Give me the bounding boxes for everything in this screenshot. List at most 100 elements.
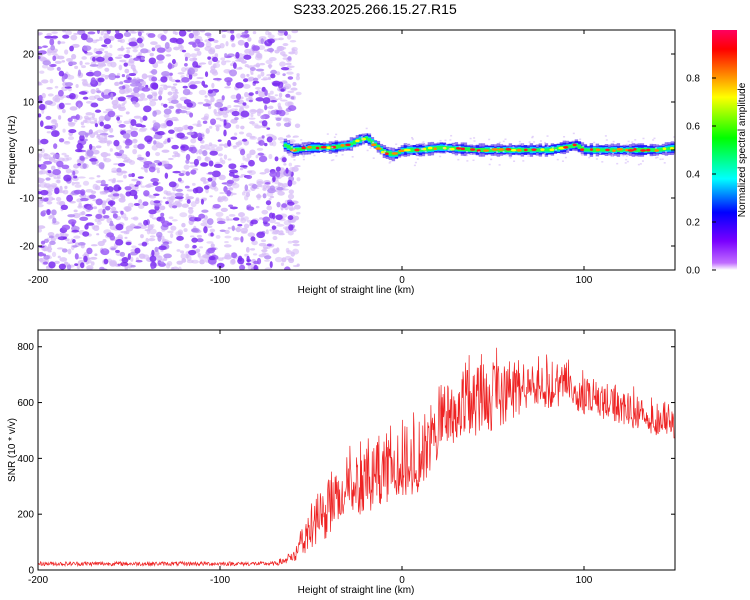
noise-cell bbox=[215, 211, 224, 217]
ridge-cell bbox=[487, 148, 492, 152]
ridge-cell bbox=[637, 147, 642, 153]
noise-cell bbox=[224, 241, 229, 244]
noise-cell bbox=[73, 175, 78, 179]
noise-cell bbox=[44, 125, 53, 130]
noise-cell bbox=[65, 156, 72, 161]
noise-cell bbox=[89, 64, 99, 67]
speckle bbox=[304, 144, 307, 146]
noise-cell bbox=[166, 120, 174, 127]
ridge-cell bbox=[379, 147, 384, 151]
noise-cell bbox=[163, 108, 172, 115]
noise-cell bbox=[288, 219, 295, 223]
noise-cell bbox=[184, 185, 190, 189]
noise-cell bbox=[220, 195, 227, 200]
noise-cell bbox=[185, 153, 191, 161]
noise-cell bbox=[58, 70, 65, 77]
noise-cell bbox=[79, 216, 89, 222]
noise-cell bbox=[100, 179, 106, 186]
ridge-peak bbox=[315, 146, 320, 150]
noise-cell bbox=[160, 249, 164, 252]
noise-cell bbox=[136, 79, 144, 82]
noise-cell bbox=[198, 89, 207, 96]
noise-cell bbox=[258, 155, 268, 163]
noise-cell bbox=[72, 212, 81, 219]
noise-cell bbox=[196, 50, 202, 56]
noise-cell bbox=[108, 73, 117, 81]
noise-cell bbox=[192, 244, 197, 249]
noise-cell bbox=[64, 82, 74, 87]
ridge-cell bbox=[397, 150, 402, 154]
noise-cell bbox=[38, 191, 42, 195]
speckle bbox=[366, 149, 369, 152]
noise-cell bbox=[286, 65, 295, 68]
noise-cell bbox=[103, 137, 108, 144]
noise-cell bbox=[275, 214, 283, 221]
speckle bbox=[287, 134, 290, 137]
ridge-cell bbox=[610, 148, 615, 152]
noise-cell bbox=[204, 71, 209, 78]
noise-cell bbox=[150, 265, 155, 270]
noise-cell bbox=[188, 41, 196, 45]
noise-cell bbox=[43, 238, 49, 244]
noise-cell bbox=[82, 45, 92, 51]
noise-cell bbox=[80, 33, 88, 41]
noise-cell bbox=[39, 181, 48, 188]
noise-cell bbox=[79, 134, 85, 142]
speckle bbox=[634, 139, 637, 141]
noise-cell bbox=[291, 180, 297, 185]
noise-cell bbox=[223, 186, 228, 193]
ridge-cell bbox=[622, 148, 627, 152]
ridge-cell bbox=[337, 144, 342, 149]
snr-x-label: Height of straight line (km) bbox=[298, 585, 415, 596]
noise-cell bbox=[280, 88, 285, 92]
noise-cell bbox=[165, 262, 171, 269]
noise-cell bbox=[88, 177, 95, 180]
ridge-peak bbox=[301, 146, 306, 150]
speckle bbox=[420, 148, 423, 150]
noise-cell bbox=[262, 97, 271, 104]
ridge-cell bbox=[649, 148, 654, 152]
noise-cell bbox=[281, 257, 287, 263]
noise-cell bbox=[281, 157, 287, 163]
noise-cell bbox=[46, 246, 53, 252]
speckle bbox=[495, 151, 498, 153]
noise-cell bbox=[43, 197, 49, 202]
noise-cell bbox=[109, 148, 113, 152]
noise-cell bbox=[204, 32, 212, 37]
speckle bbox=[292, 144, 295, 147]
speckle bbox=[522, 160, 525, 162]
ridge-peak bbox=[589, 148, 594, 151]
ridge-peak bbox=[669, 147, 674, 150]
noise-cell bbox=[103, 215, 110, 219]
noise-cell bbox=[170, 79, 177, 83]
noise-cell bbox=[111, 197, 116, 200]
noise-cell bbox=[291, 30, 299, 34]
speckle bbox=[502, 150, 505, 153]
noise-cell bbox=[120, 261, 129, 267]
noise-cell bbox=[264, 89, 268, 96]
noise-cell bbox=[215, 126, 220, 132]
noise-cell bbox=[199, 144, 205, 150]
spectrogram-x-tick-label: 0 bbox=[399, 275, 405, 286]
noise-cell bbox=[244, 194, 249, 201]
noise-cell bbox=[271, 225, 277, 230]
noise-cell bbox=[125, 191, 132, 197]
speckle bbox=[381, 153, 384, 155]
noise-cell bbox=[66, 194, 74, 202]
ridge-cell bbox=[436, 145, 441, 150]
speckle bbox=[563, 136, 566, 138]
noise-cell bbox=[94, 123, 99, 128]
speckle bbox=[330, 159, 333, 162]
ridge-cell bbox=[481, 147, 486, 153]
noise-cell bbox=[289, 40, 297, 43]
noise-cell bbox=[170, 233, 174, 239]
noise-cell bbox=[163, 253, 172, 259]
noise-cell bbox=[153, 140, 157, 145]
noise-cell bbox=[78, 130, 87, 136]
noise-cell bbox=[272, 235, 278, 241]
snr-chart: -200 -100 0 100 0 200 400 600 800 Height of stra… bbox=[7, 329, 676, 596]
noise-cell bbox=[176, 260, 183, 265]
ridge-cell bbox=[514, 148, 519, 152]
noise-cell bbox=[71, 225, 80, 232]
speckle bbox=[512, 146, 515, 148]
